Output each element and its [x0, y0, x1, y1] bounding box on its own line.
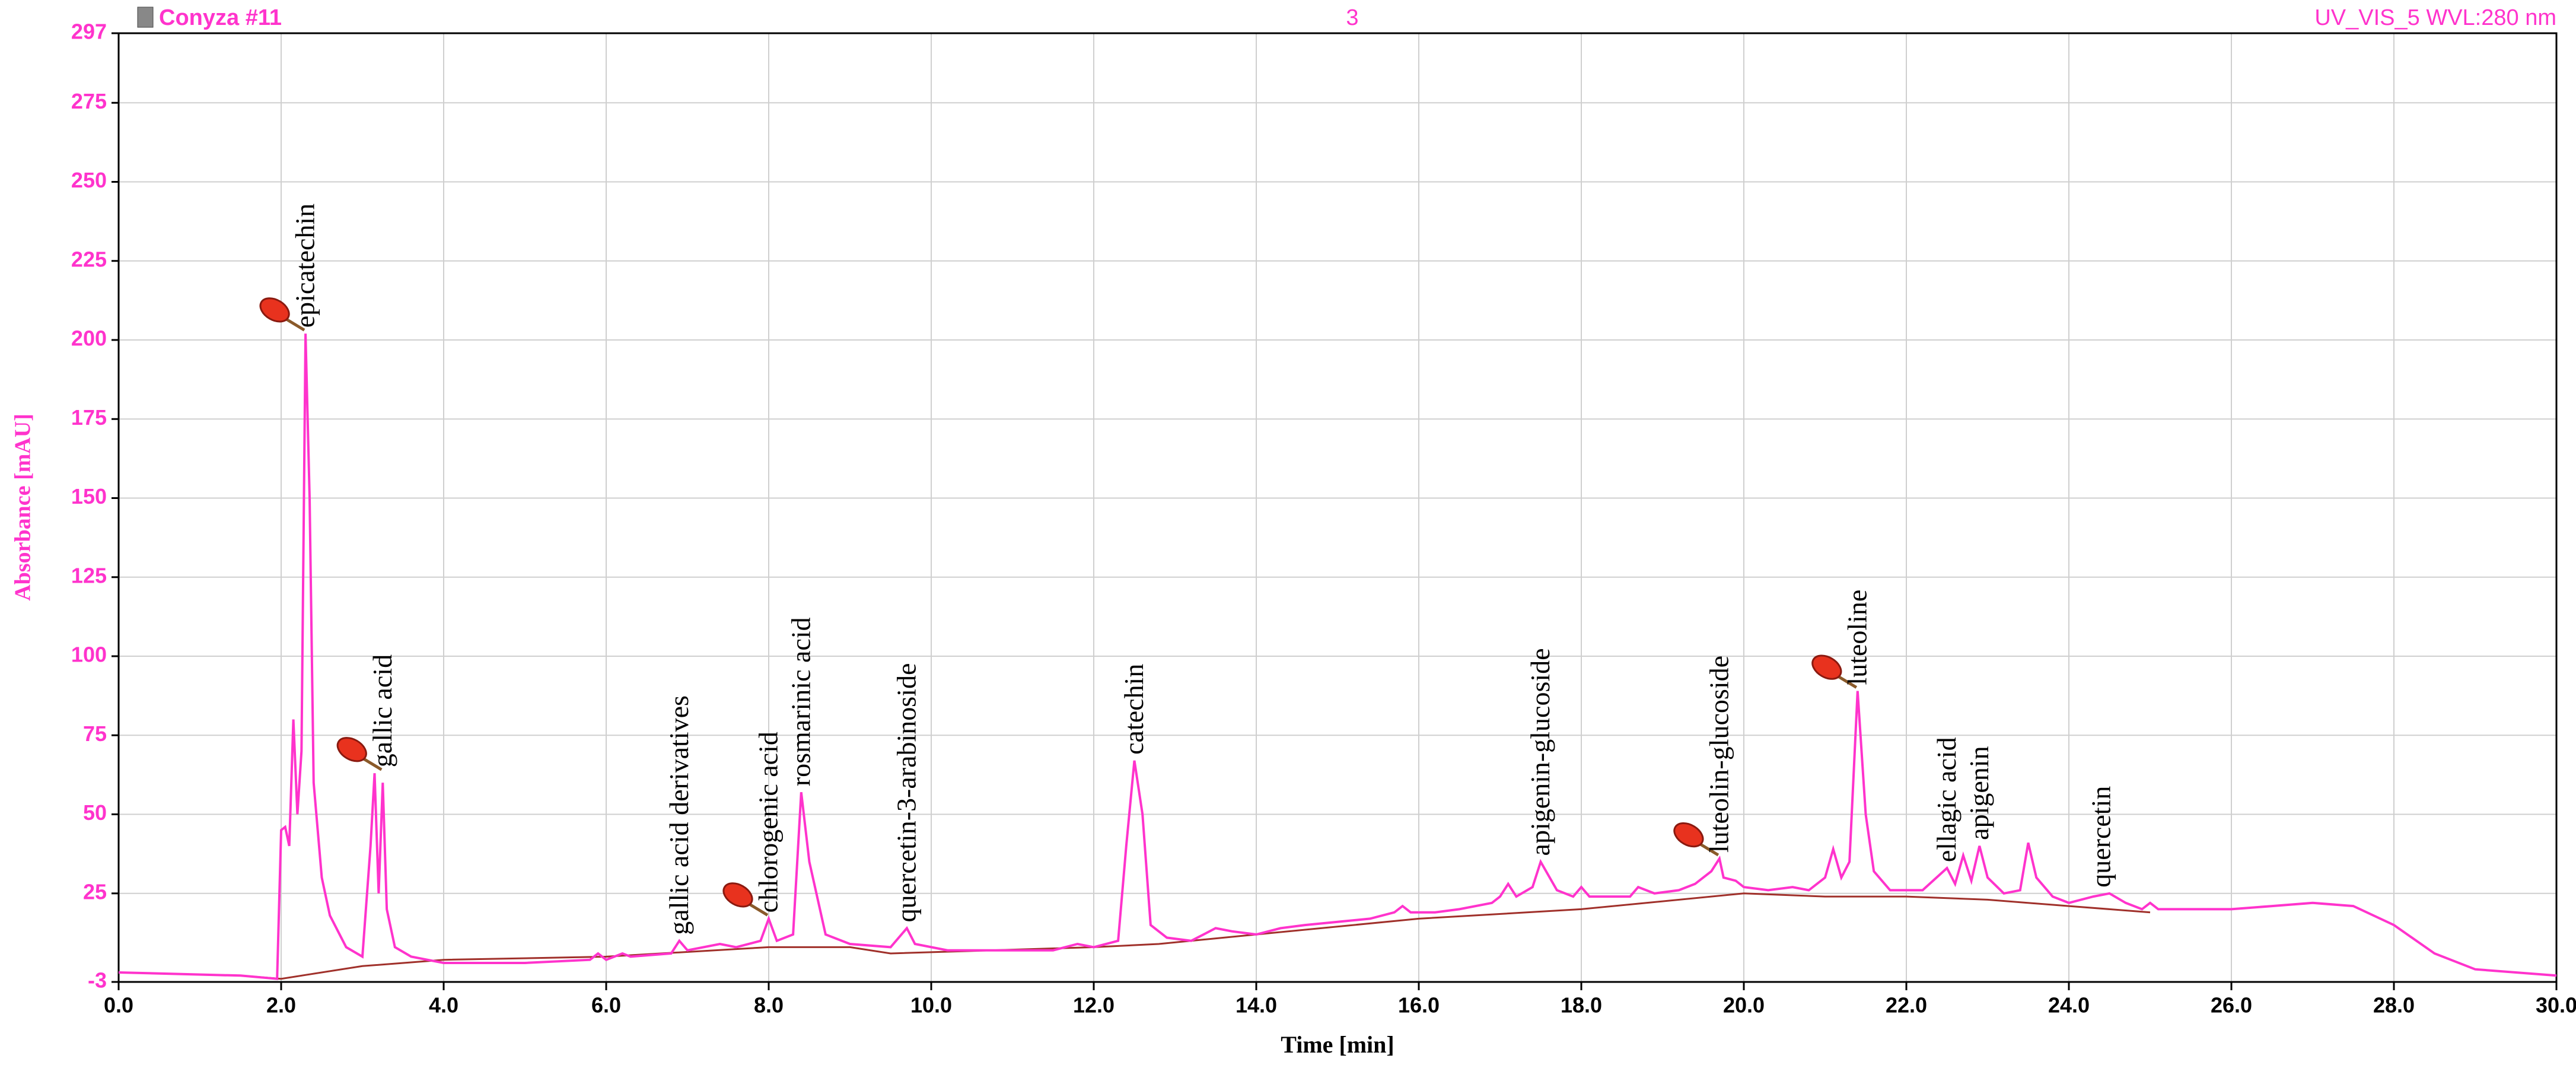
y-axis-label: Absorbance [mAU]	[11, 414, 36, 601]
plot-frame	[117, 32, 2558, 983]
peak-pin	[1673, 822, 1720, 857]
trace-line	[118, 333, 2557, 980]
trace-line	[118, 892, 2151, 980]
x-tick-label: 18.0	[1561, 993, 1602, 1018]
chart-number: 3	[1346, 5, 1358, 30]
x-tick-label: 4.0	[429, 993, 458, 1018]
y-tick-label: 250	[71, 168, 107, 192]
peak-pin	[1811, 654, 1858, 689]
peak-label: luteoline	[1842, 590, 1872, 685]
x-tick-label: 30.0	[2536, 993, 2576, 1018]
y-tick-label: 150	[71, 484, 107, 508]
x-tick-label: 6.0	[591, 993, 621, 1018]
y-tick-label: 50	[83, 800, 107, 825]
x-tick-label: 14.0	[1236, 993, 1277, 1018]
x-tick-label: 0.0	[104, 993, 133, 1018]
y-tick-label: -3	[88, 968, 107, 993]
peak-pin	[259, 297, 305, 332]
x-tick-label: 26.0	[2211, 993, 2252, 1018]
x-tick-label: 8.0	[754, 993, 784, 1018]
peak-label: rosmarinic acid	[785, 617, 816, 786]
peak-label: gallic acid derivatives	[664, 695, 694, 935]
peak-label: epicatechin	[290, 204, 320, 328]
x-tick-label: 28.0	[2373, 993, 2415, 1018]
detector-label: UV_VIS_5 WVL:280 nm	[2314, 5, 2556, 30]
y-tick-label: 225	[71, 247, 107, 271]
peak-label: ellagic acid	[1931, 737, 1962, 862]
peak-pin	[336, 737, 383, 771]
x-tick-label: 12.0	[1073, 993, 1115, 1018]
x-tick-label: 22.0	[1886, 993, 1927, 1018]
x-axis-label: Time [min]	[1281, 1031, 1394, 1058]
window-icon	[137, 7, 154, 28]
y-tick-label: 125	[71, 563, 107, 587]
y-tick-label: 75	[83, 721, 107, 746]
x-tick-label: 24.0	[2048, 993, 2090, 1018]
peak-label: catechin	[1119, 664, 1149, 755]
y-tick-label: 175	[71, 405, 107, 430]
x-tick-label: 20.0	[1723, 993, 1765, 1018]
chart-title: Conyza #11	[159, 5, 282, 30]
peak-label: apigenin	[1964, 746, 1994, 840]
y-tick-label: 200	[71, 326, 107, 351]
peak-label: gallic acid	[367, 654, 397, 767]
y-tick-label: 100	[71, 643, 107, 667]
peak-pin	[722, 882, 769, 917]
y-tick-label: 297	[71, 20, 107, 44]
peak-label: quercetin	[2085, 786, 2116, 888]
x-tick-label: 16.0	[1398, 993, 1440, 1018]
x-tick-label: 2.0	[266, 993, 296, 1018]
peak-label: chlorogenic acid	[753, 732, 784, 913]
y-tick-label: 25	[83, 879, 107, 904]
x-tick-label: 10.0	[910, 993, 952, 1018]
y-tick-label: 275	[71, 89, 107, 113]
peak-label: quercetin-3-arabinoside	[891, 663, 921, 923]
peak-label: apigenin-glucoside	[1525, 648, 1555, 856]
peak-label: luteolin-glucoside	[1703, 656, 1734, 853]
